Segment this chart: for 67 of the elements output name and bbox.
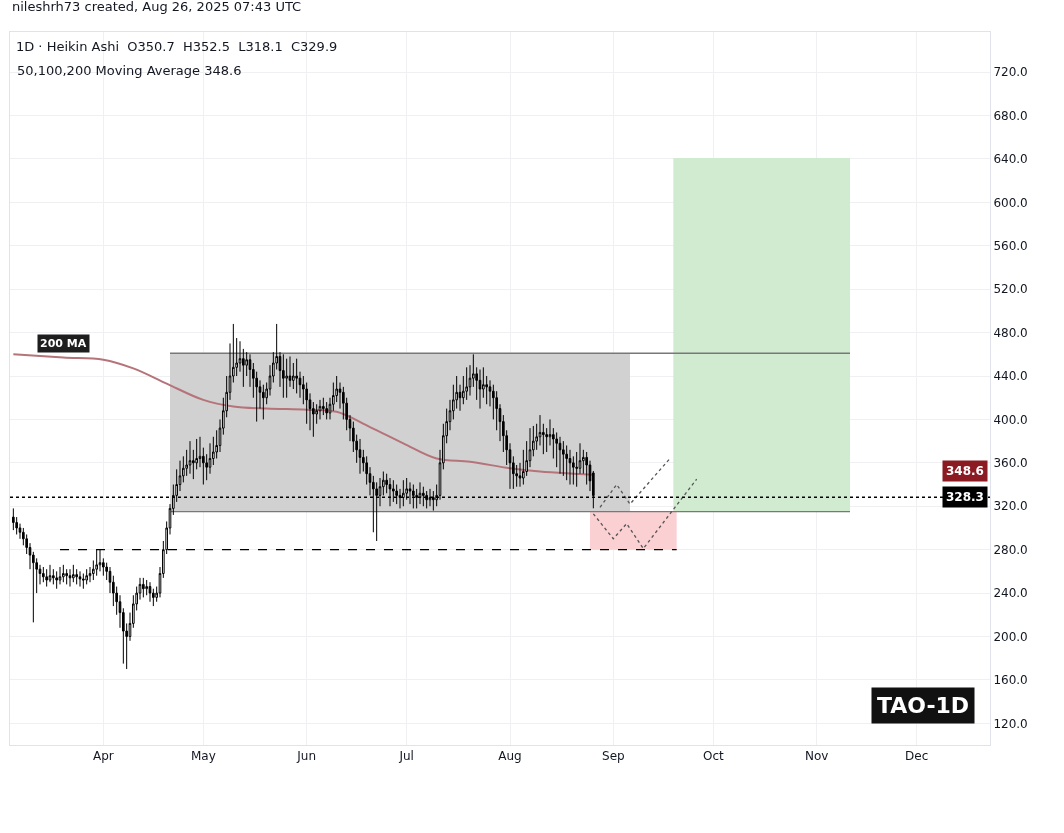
y-tick-label: 720.0 bbox=[993, 65, 1028, 80]
series-label: 200 MA bbox=[40, 337, 87, 350]
y-tick-label: 640.0 bbox=[993, 152, 1028, 167]
x-tick-label: Dec bbox=[905, 749, 929, 764]
candlestick bbox=[325, 401, 328, 420]
y-tick-label: 200.0 bbox=[993, 629, 1028, 644]
text: 50,100,200 Moving Average 348.6 bbox=[17, 63, 242, 78]
candlestick bbox=[42, 566, 45, 583]
candlestick bbox=[48, 564, 52, 583]
candlestick bbox=[55, 570, 58, 590]
candlestick bbox=[562, 440, 565, 477]
x-tick-label: Jun bbox=[296, 749, 317, 764]
line-series bbox=[12, 353, 595, 476]
candlestick bbox=[78, 570, 82, 588]
candlestick bbox=[82, 573, 85, 590]
y-tick-label: 360.0 bbox=[993, 456, 1028, 471]
candlestick bbox=[262, 384, 265, 420]
candlestick bbox=[148, 581, 152, 603]
candlestick bbox=[285, 358, 288, 399]
candlestick bbox=[188, 440, 192, 475]
candlestick bbox=[62, 564, 65, 583]
text: 1D · Heikin Ashi O350.7 H352.5 L318.1 C329.9 bbox=[15, 38, 338, 54]
y-tick-label: 280.0 bbox=[993, 542, 1028, 557]
candlestick bbox=[465, 366, 468, 401]
y-tick-label: 320.0 bbox=[993, 499, 1028, 514]
candlestick bbox=[318, 399, 322, 420]
candlestick bbox=[142, 577, 145, 598]
candlestick bbox=[358, 438, 362, 475]
candlestick bbox=[72, 564, 75, 583]
y-tick-label: 400.0 bbox=[993, 412, 1028, 427]
candlestick bbox=[568, 449, 572, 486]
ref-line-label: 328.3 bbox=[946, 490, 984, 504]
x-tick-label: May bbox=[190, 749, 216, 764]
x-tick-label: Sep bbox=[602, 749, 625, 764]
annotation: TAO-1D bbox=[877, 693, 970, 718]
y-tick-label: 240.0 bbox=[993, 586, 1028, 601]
y-tick-label: 680.0 bbox=[993, 108, 1028, 123]
candlestick bbox=[65, 568, 68, 585]
candlestick bbox=[295, 358, 298, 394]
y-tick-label: 120.0 bbox=[993, 716, 1028, 731]
candlestick bbox=[52, 568, 55, 585]
candlestick bbox=[45, 568, 48, 588]
x-tick-label: Apr bbox=[92, 749, 114, 764]
candlestick bbox=[75, 568, 78, 585]
line-series bbox=[599, 457, 671, 508]
candlestick bbox=[85, 568, 88, 585]
y-tick-label: 520.0 bbox=[993, 282, 1028, 297]
candlestick bbox=[322, 397, 325, 416]
line-series bbox=[592, 478, 698, 550]
candlestick bbox=[558, 436, 562, 475]
y-tick-label: 600.0 bbox=[993, 195, 1028, 210]
text: nileshrh73 created, Aug 26, 2025 07:43 UTC bbox=[12, 0, 302, 14]
candlestick bbox=[12, 507, 15, 531]
candlestick bbox=[478, 369, 482, 410]
y-tick-label: 160.0 bbox=[993, 673, 1028, 688]
y-tick-label: 480.0 bbox=[993, 325, 1028, 340]
annotation: 348.6 bbox=[946, 464, 984, 478]
x-tick-label: Jul bbox=[398, 749, 414, 764]
candlestick bbox=[68, 568, 72, 588]
y-tick-label: 560.0 bbox=[993, 238, 1028, 253]
x-tick-label: Nov bbox=[804, 749, 829, 764]
x-tick-label: Oct bbox=[702, 749, 724, 764]
candlestick bbox=[58, 566, 62, 585]
candlestick bbox=[282, 353, 285, 399]
y-tick-label: 440.0 bbox=[993, 369, 1028, 384]
candlestick bbox=[565, 444, 568, 481]
x-tick-label: Aug bbox=[498, 749, 522, 764]
